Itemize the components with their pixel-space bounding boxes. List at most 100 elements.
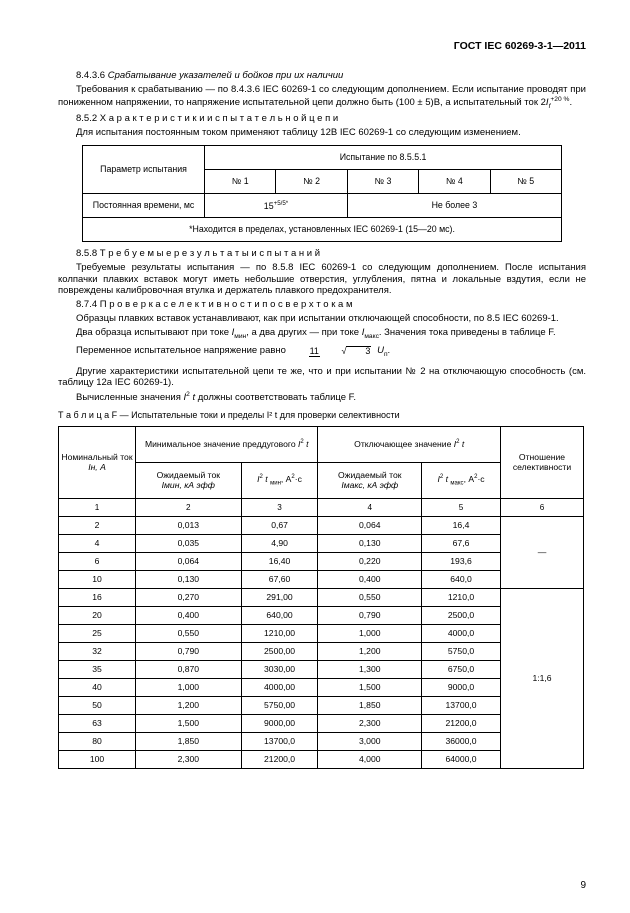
table-row-cell: 0,790 bbox=[318, 606, 422, 624]
table-row-cell: 1210,00 bbox=[241, 624, 318, 642]
tf-n2: 2 bbox=[136, 498, 242, 516]
table-row-cell: 0,064 bbox=[136, 552, 242, 570]
t1-c2: № 2 bbox=[276, 169, 347, 193]
table-row-cell: 0,550 bbox=[136, 624, 242, 642]
un: U bbox=[377, 345, 384, 356]
table-row-cell: 25 bbox=[59, 624, 136, 642]
table-row-cell: 67,60 bbox=[241, 570, 318, 588]
s874-title: 8.7.4 П р о в е р к а с е л е к т и в н … bbox=[58, 299, 586, 311]
t1-row-label: Постоянная времени, мс bbox=[83, 193, 205, 217]
table-row-cell: 35 bbox=[59, 660, 136, 678]
table-row-cell: 1,850 bbox=[318, 696, 422, 714]
fraction: 11 √3 bbox=[291, 346, 373, 356]
table-row-cell: 4,90 bbox=[241, 534, 318, 552]
table-row-cell: 1,000 bbox=[318, 624, 422, 642]
tf-c4: Ожидаемый токIмакс, кА эфф bbox=[318, 462, 422, 498]
s8436-num: 8.4.3.6 bbox=[76, 70, 108, 81]
s8436-text: Требования к срабатыванию — по 8.4.3.6 I… bbox=[58, 84, 586, 108]
tf-c3: I2 t мин, А2·с bbox=[241, 462, 318, 498]
table-row-cell: 193,6 bbox=[422, 552, 501, 570]
table-row-cell: 6 bbox=[59, 552, 136, 570]
table-row-cell: 0,870 bbox=[136, 660, 242, 678]
tf-c2-l1: Ожидаемый ток bbox=[157, 470, 220, 480]
s874-p2: Два образца испытывают при токе Iмин, а … bbox=[58, 327, 586, 341]
table-row-cell: 0,790 bbox=[136, 642, 242, 660]
table-row-cell: 16,40 bbox=[241, 552, 318, 570]
table-row-cell: 2500,0 bbox=[422, 606, 501, 624]
t1-v12: 15+5/5* bbox=[205, 193, 348, 217]
tf-n1: 1 bbox=[59, 498, 136, 516]
table-row-cell: 9000,00 bbox=[241, 714, 318, 732]
table-row-cell: 100 bbox=[59, 750, 136, 768]
doc-header: ГОСТ IEC 60269-3-1—2011 bbox=[58, 40, 586, 52]
radical: √ bbox=[323, 347, 346, 356]
table-1: Параметр испытания Испытание по 8.5.5.1 … bbox=[82, 145, 562, 242]
tf-grp1: Минимальное значение преддугового I2 t bbox=[136, 426, 318, 462]
tf-grp1-text: Минимальное значение преддугового I2 t bbox=[145, 439, 309, 449]
table-row-cell: 0,270 bbox=[136, 588, 242, 606]
s8436-ttl: Срабатывание указателей и бойков при их … bbox=[108, 70, 344, 81]
s852-body: Для испытания постоянным током применяют… bbox=[58, 127, 586, 139]
t1-v12-val: 15 bbox=[264, 201, 274, 211]
table-row-cell: 4000,00 bbox=[241, 678, 318, 696]
un-sub: п bbox=[384, 351, 388, 358]
table-row-cell: 0,400 bbox=[136, 606, 242, 624]
table-row-cell: 64000,0 bbox=[422, 750, 501, 768]
table-row-cell: 16 bbox=[59, 588, 136, 606]
table-row-cell: 20 bbox=[59, 606, 136, 624]
s8436-tail: . bbox=[569, 97, 572, 108]
s852-title: 8.5.2 Х а р а к т е р и с т и к и и с п … bbox=[58, 113, 586, 125]
table-row-cell: 10 bbox=[59, 570, 136, 588]
table-row-cell: 0,035 bbox=[136, 534, 242, 552]
t1-v345: Не более 3 bbox=[347, 193, 561, 217]
table-row-cell: 5750,00 bbox=[241, 696, 318, 714]
s874-p4: Другие характеристики испытательной цепи… bbox=[58, 366, 586, 390]
table-row-cell: 6750,0 bbox=[422, 660, 501, 678]
table-row-cell: 67,6 bbox=[422, 534, 501, 552]
tf-n6: 6 bbox=[501, 498, 584, 516]
tf-c1-l2: Iн, А bbox=[88, 462, 106, 472]
tf-c1-l1: Номинальный ток bbox=[61, 452, 132, 462]
rad-arg: 3 bbox=[346, 346, 371, 356]
s874-p3: Переменное испытательное напряжение равн… bbox=[76, 345, 289, 356]
tf-c4-l2: Iмакс, кА эфф bbox=[341, 480, 398, 490]
table-row-cell: 1,200 bbox=[136, 696, 242, 714]
table-row-cell: 2,300 bbox=[318, 714, 422, 732]
s858-title: 8.5.8 Т р е б у е м ы е р е з у л ь т а … bbox=[58, 248, 586, 260]
i2t-sup: 2 bbox=[186, 391, 190, 398]
s874-p2b: , а два других — при токе bbox=[246, 327, 361, 338]
tf-c1: Номинальный токIн, А bbox=[59, 426, 136, 498]
s874-p2a: Два образца испытывают при токе bbox=[76, 327, 232, 338]
tf-ratio-bottom: 1:1,6 bbox=[501, 588, 584, 768]
tf-n5: 5 bbox=[422, 498, 501, 516]
table-row-cell: 0,130 bbox=[136, 570, 242, 588]
t1-note: *Находится в пределах, установленных IEC… bbox=[83, 217, 562, 241]
table-row-cell: 0,064 bbox=[318, 516, 422, 534]
tf-n4: 4 bbox=[318, 498, 422, 516]
table-row-cell: 3,000 bbox=[318, 732, 422, 750]
t1-c5: № 5 bbox=[490, 169, 561, 193]
table-row-cell: 63 bbox=[59, 714, 136, 732]
table-row-cell: 13700,0 bbox=[422, 696, 501, 714]
imin-sub: мин bbox=[234, 333, 246, 340]
tf-grp2: Отключающее значение I2 t bbox=[318, 426, 501, 462]
table-row-cell: 21200,0 bbox=[241, 750, 318, 768]
s874-p2c: . Значения тока приведены в таблице F. bbox=[379, 327, 556, 338]
t1-c1: № 1 bbox=[205, 169, 276, 193]
table-row-cell: 1,200 bbox=[318, 642, 422, 660]
table-row-cell: 1,850 bbox=[136, 732, 242, 750]
table-row-cell: 4,000 bbox=[318, 750, 422, 768]
table-row-cell: 16,4 bbox=[422, 516, 501, 534]
table-row-cell: 0,130 bbox=[318, 534, 422, 552]
table-row-cell: 13700,0 bbox=[241, 732, 318, 750]
tf-n3: 3 bbox=[241, 498, 318, 516]
tf-c2: Ожидаемый токIмин, кА эфф bbox=[136, 462, 242, 498]
table-row-cell: 21200,0 bbox=[422, 714, 501, 732]
s874-p5b: должны соответствовать таблице F. bbox=[195, 392, 356, 403]
imax-sub: макс bbox=[364, 333, 379, 340]
table-row-cell: 2 bbox=[59, 516, 136, 534]
table-row-cell: 0,013 bbox=[136, 516, 242, 534]
t1-test-hdr: Испытание по 8.5.5.1 bbox=[205, 145, 562, 169]
table-f: Номинальный токIн, А Минимальное значени… bbox=[58, 426, 584, 769]
table-row-cell: 4 bbox=[59, 534, 136, 552]
